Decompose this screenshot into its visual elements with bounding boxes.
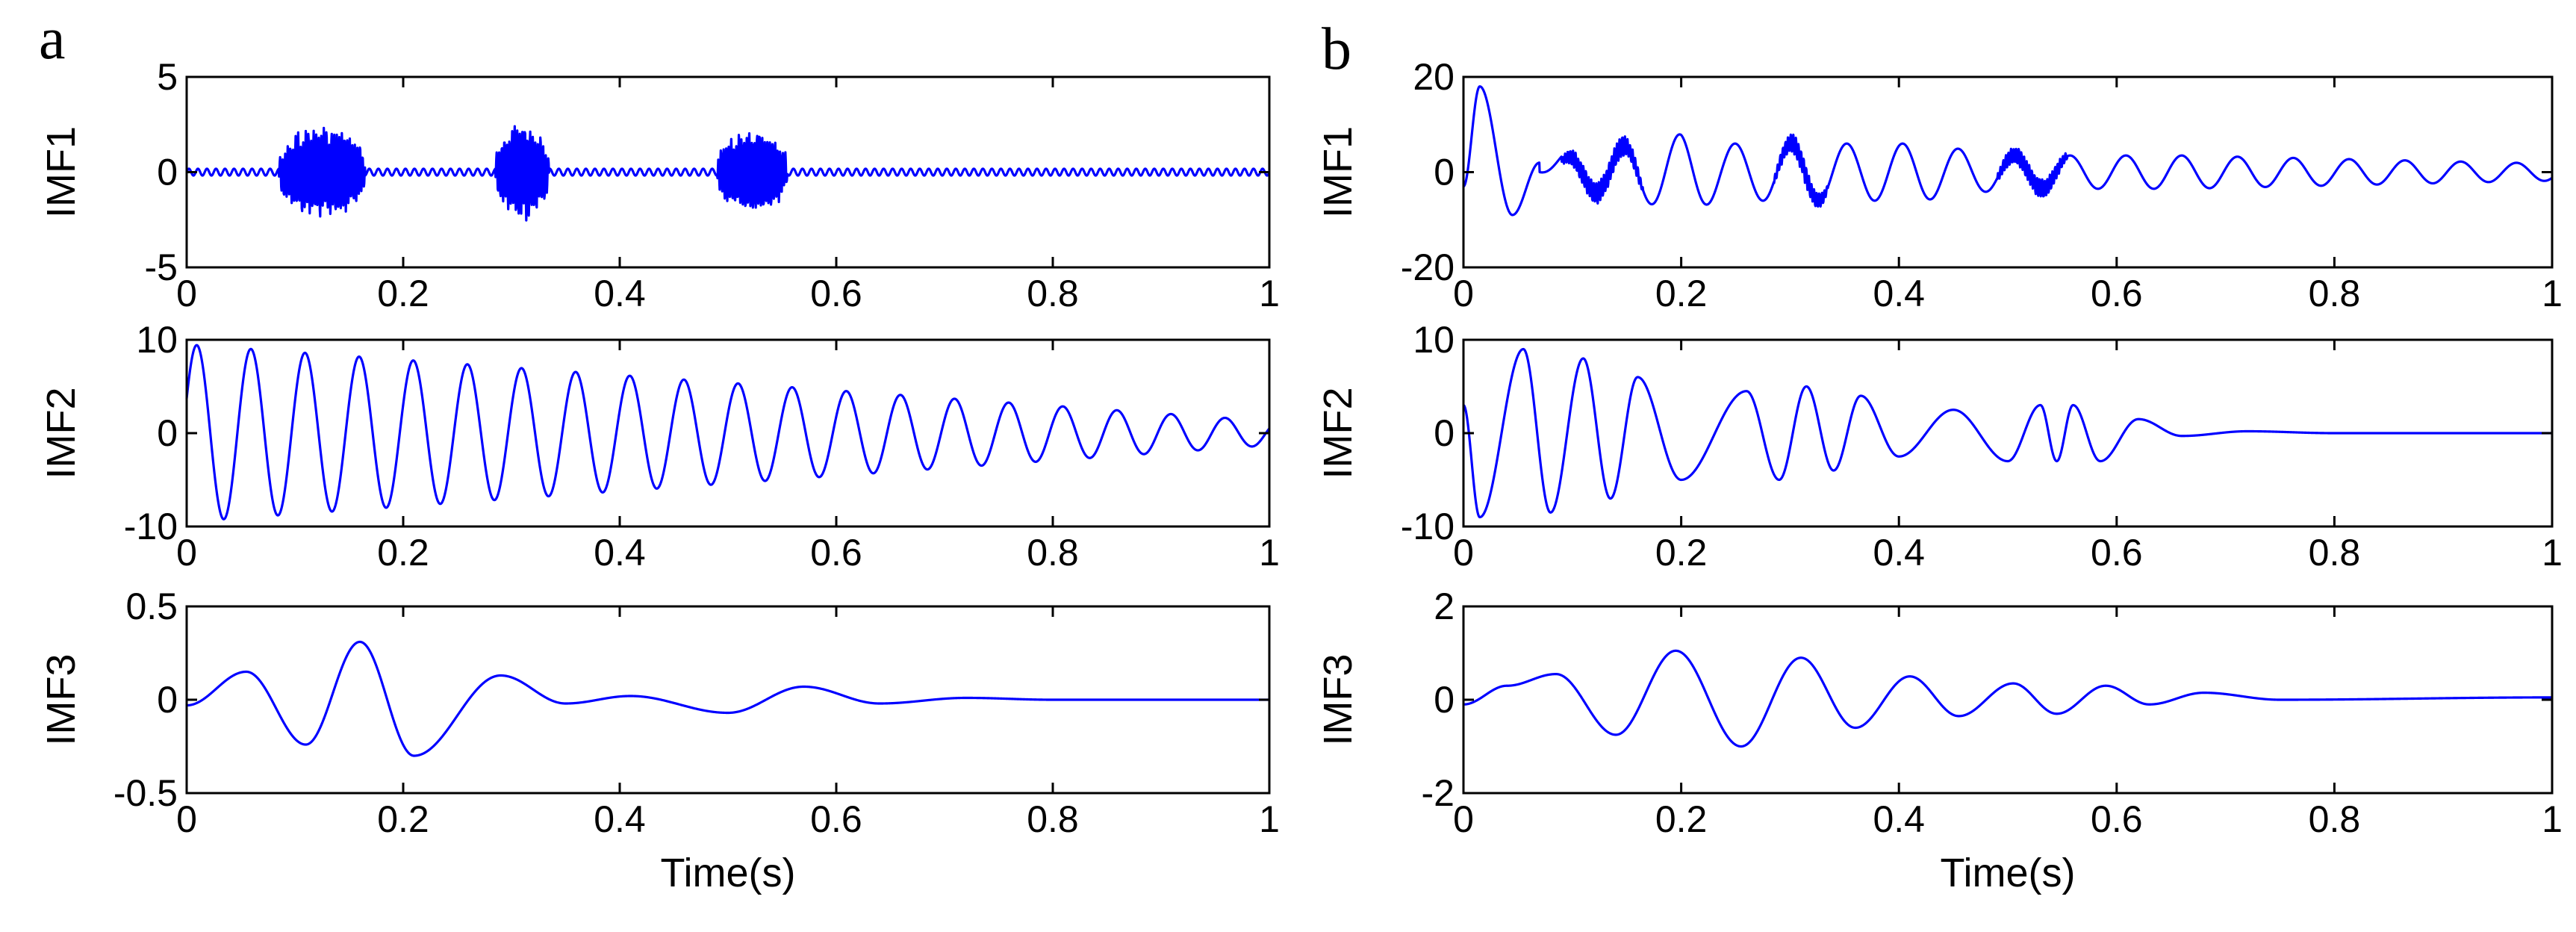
x-tick-label: 0.4 (1873, 532, 1925, 574)
x-tick-label: 0.4 (594, 532, 646, 574)
x-tick-label: 0.8 (2309, 798, 2361, 840)
x-tick-label: 0.2 (377, 798, 429, 840)
x-tick-label: 0.2 (1655, 532, 1708, 574)
axes-frame (1462, 75, 2554, 269)
series-line (185, 344, 1271, 521)
y-tick-label: -2 (1422, 772, 1455, 814)
y-tick-label: 0 (157, 412, 178, 454)
x-tick-label: 0.6 (810, 273, 862, 314)
y-axis-label: IMF3 (39, 653, 84, 745)
y-tick-label: 10 (136, 319, 178, 361)
x-axis-label: Time(s) (1941, 851, 2076, 895)
x-tick-label: 0.2 (1655, 273, 1708, 314)
y-tick-label: 0.5 (125, 585, 178, 627)
x-tick-label: 0 (1453, 273, 1474, 314)
x-tick-label: 1 (1259, 532, 1280, 574)
series-line (1462, 347, 2554, 519)
y-axis-label: IMF3 (1316, 653, 1360, 745)
x-tick-label: 0.8 (1027, 798, 1079, 840)
y-tick-label: -5 (145, 246, 178, 288)
x-tick-label: 0.8 (2309, 532, 2361, 574)
x-tick-label: 0 (1453, 798, 1474, 840)
series-line (185, 125, 1271, 222)
panel-label-b: b (1322, 16, 1351, 82)
x-tick-label: 1 (2542, 273, 2563, 314)
y-tick-label: -10 (1401, 506, 1455, 547)
y-tick-label: 0 (1434, 412, 1455, 454)
y-tick-label: -10 (124, 506, 178, 547)
y-tick-label: 0 (157, 679, 178, 721)
x-tick-label: 0.4 (594, 273, 646, 314)
x-tick-label: 0.8 (1027, 532, 1079, 574)
y-tick-label: 2 (1434, 585, 1455, 627)
series-line (185, 640, 1271, 757)
x-tick-label: 0.4 (594, 798, 646, 840)
panel-label-a: a (39, 6, 66, 72)
x-tick-label: 1 (2542, 798, 2563, 840)
x-tick-label: 1 (1259, 273, 1280, 314)
x-tick-label: 0.8 (2309, 273, 2361, 314)
y-axis-label: IMF1 (39, 126, 84, 218)
x-tick-label: 0.4 (1873, 798, 1925, 840)
x-tick-label: 0.6 (810, 532, 862, 574)
x-tick-label: 0 (176, 273, 197, 314)
x-tick-label: 0.4 (1873, 273, 1925, 314)
x-tick-label: 0 (176, 532, 197, 574)
y-axis-label: IMF2 (1316, 387, 1360, 479)
x-tick-label: 0.8 (1027, 273, 1079, 314)
y-axis-label: IMF2 (39, 387, 84, 479)
y-tick-label: 5 (157, 56, 178, 98)
x-tick-label: 0.6 (2091, 798, 2143, 840)
series-line (1462, 649, 2554, 748)
x-tick-label: 0.6 (2091, 532, 2143, 574)
series-line (1462, 85, 2554, 217)
y-tick-label: 0 (1434, 679, 1455, 721)
y-tick-label: -20 (1401, 246, 1455, 288)
x-axis-label: Time(s) (661, 851, 796, 895)
x-tick-label: 0.6 (810, 798, 862, 840)
y-tick-label: 20 (1413, 56, 1455, 98)
x-tick-label: 1 (2542, 532, 2563, 574)
x-tick-label: 0 (1453, 532, 1474, 574)
y-tick-label: -0.5 (113, 772, 178, 814)
x-tick-label: 1 (1259, 798, 1280, 840)
axes-frame (185, 338, 1271, 528)
x-tick-label: 0.6 (2091, 273, 2143, 314)
y-tick-label: 0 (1434, 152, 1455, 193)
x-tick-label: 0.2 (1655, 798, 1708, 840)
x-tick-label: 0.2 (377, 532, 429, 574)
y-tick-label: 10 (1413, 319, 1455, 361)
y-tick-label: 0 (157, 152, 178, 193)
y-axis-label: IMF1 (1316, 126, 1360, 218)
x-tick-label: 0 (176, 798, 197, 840)
x-tick-label: 0.2 (377, 273, 429, 314)
